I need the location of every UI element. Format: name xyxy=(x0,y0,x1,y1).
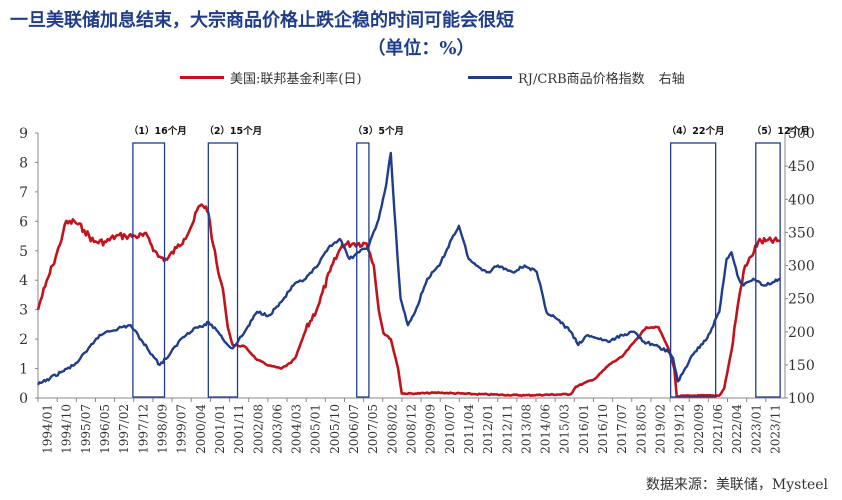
left-tick-label: 1 xyxy=(19,362,28,378)
x-tick-label: 2009/09 xyxy=(424,404,438,454)
x-tick-label: 2015/03 xyxy=(558,404,572,454)
annotation-box-5 xyxy=(755,142,781,398)
x-tick-label: 1994/01 xyxy=(41,404,55,454)
x-tick-label: 1997/02 xyxy=(117,404,131,454)
annotation-label-1: （1）16个月 xyxy=(129,125,187,137)
x-tick-label: 2005/10 xyxy=(328,404,342,454)
x-tick-label: 2023/11 xyxy=(768,404,782,454)
x-tick-label: 2001/11 xyxy=(232,404,246,454)
x-tick-label: 2020/09 xyxy=(692,404,706,454)
x-tick-label: 2016/10 xyxy=(596,404,610,454)
right-tick-label: 100 xyxy=(788,391,815,407)
annotation-box-3 xyxy=(356,142,370,398)
annotation-label-4: （4）22个月 xyxy=(667,125,725,137)
left-tick-label: 6 xyxy=(19,214,28,230)
x-tick-label: 2001/01 xyxy=(213,404,227,454)
x-tick-label: 1995/07 xyxy=(79,404,93,454)
annotation-box-1 xyxy=(132,142,166,398)
right-tick-label: 450 xyxy=(788,159,815,175)
annotation-box-2 xyxy=(207,142,239,398)
annotation-label-5: （5）12个月 xyxy=(752,125,810,137)
legend-label-fed-rate: 美国:联邦基金利率(日) xyxy=(230,72,362,87)
x-tick-label: 2008/12 xyxy=(405,404,419,454)
legend-item-crb: RJ/CRB商品价格指数 右轴 xyxy=(468,68,685,87)
left-tick-label: 3 xyxy=(19,303,28,319)
x-tick-label: 2007/05 xyxy=(366,404,380,454)
legend: 美国:联邦基金利率(日) RJ/CRB商品价格指数 右轴 xyxy=(0,68,842,88)
x-tick-label: 2019/12 xyxy=(673,404,687,454)
right-tick-label: 500 xyxy=(788,126,815,142)
chart-subtitle: （单位：%） xyxy=(367,38,475,59)
x-tick-label: 2005/01 xyxy=(309,404,323,454)
x-tick-label: 2018/05 xyxy=(634,404,648,454)
left-tick-label: 7 xyxy=(19,185,28,201)
right-tick-label: 300 xyxy=(788,259,815,275)
annotation-label-3: （3）5个月 xyxy=(353,125,404,137)
right-tick-label: 200 xyxy=(788,325,815,341)
x-tick-label: 1996/05 xyxy=(98,404,112,454)
right-tick-label: 150 xyxy=(788,358,815,374)
data-source-note: 数据来源：美联储，Mysteel xyxy=(645,477,828,493)
x-tick-label: 2000/04 xyxy=(194,404,208,454)
legend-item-fed-rate: 美国:联邦基金利率(日) xyxy=(180,68,362,87)
annotation-box-4 xyxy=(669,142,717,398)
x-tick-label: 2006/07 xyxy=(347,404,361,454)
left-tick-label: 0 xyxy=(19,391,28,407)
x-tick-label: 1998/09 xyxy=(156,404,170,454)
series-line-crb-index xyxy=(36,151,781,386)
x-tick-label: 2013/08 xyxy=(519,404,533,454)
chart-title: 一旦美联储加息结束，大宗商品价格止跌企稳的时间可能会很短 xyxy=(10,10,514,31)
left-tick-label: 5 xyxy=(19,244,28,260)
x-tick-label: 2019/02 xyxy=(654,404,668,454)
x-tick-label: 2016/01 xyxy=(577,404,591,454)
x-tick-label: 1999/07 xyxy=(175,404,189,454)
right-tick-label: 350 xyxy=(788,225,815,241)
x-tick-label: 2023/01 xyxy=(749,404,763,454)
left-tick-label: 8 xyxy=(19,155,28,171)
x-tick-label: 2010/07 xyxy=(443,404,457,454)
right-tick-label: 250 xyxy=(788,292,815,308)
legend-swatch-red xyxy=(180,76,224,79)
x-tick-label: 2022/04 xyxy=(730,404,744,454)
annotation-label-2: （2）15个月 xyxy=(204,125,262,137)
right-axis-label: 右轴 xyxy=(658,72,685,87)
x-tick-label: 2021/06 xyxy=(711,404,725,454)
x-tick-label: 2002/08 xyxy=(251,404,265,454)
x-tick-label: 2011/04 xyxy=(462,404,476,454)
x-tick-label: 2008/02 xyxy=(385,404,399,454)
x-tick-label: 1994/10 xyxy=(60,404,74,454)
legend-label-crb: RJ/CRB商品价格指数 xyxy=(518,72,645,87)
right-tick-label: 400 xyxy=(788,192,815,208)
x-tick-label: 2012/11 xyxy=(500,404,514,454)
left-tick-label: 2 xyxy=(19,332,28,348)
x-tick-label: 2004/03 xyxy=(290,404,304,454)
left-tick-label: 9 xyxy=(19,126,28,142)
x-tick-label: 2014/06 xyxy=(539,404,553,454)
x-tick-label: 2017/07 xyxy=(615,404,629,454)
left-tick-label: 4 xyxy=(19,273,28,289)
x-tick-label: 2012/01 xyxy=(481,404,495,454)
x-tick-label: 2003/06 xyxy=(270,404,284,454)
series-line-fed-rate xyxy=(36,203,781,398)
legend-swatch-blue xyxy=(468,76,512,79)
x-tick-label: 1997/12 xyxy=(136,404,150,454)
